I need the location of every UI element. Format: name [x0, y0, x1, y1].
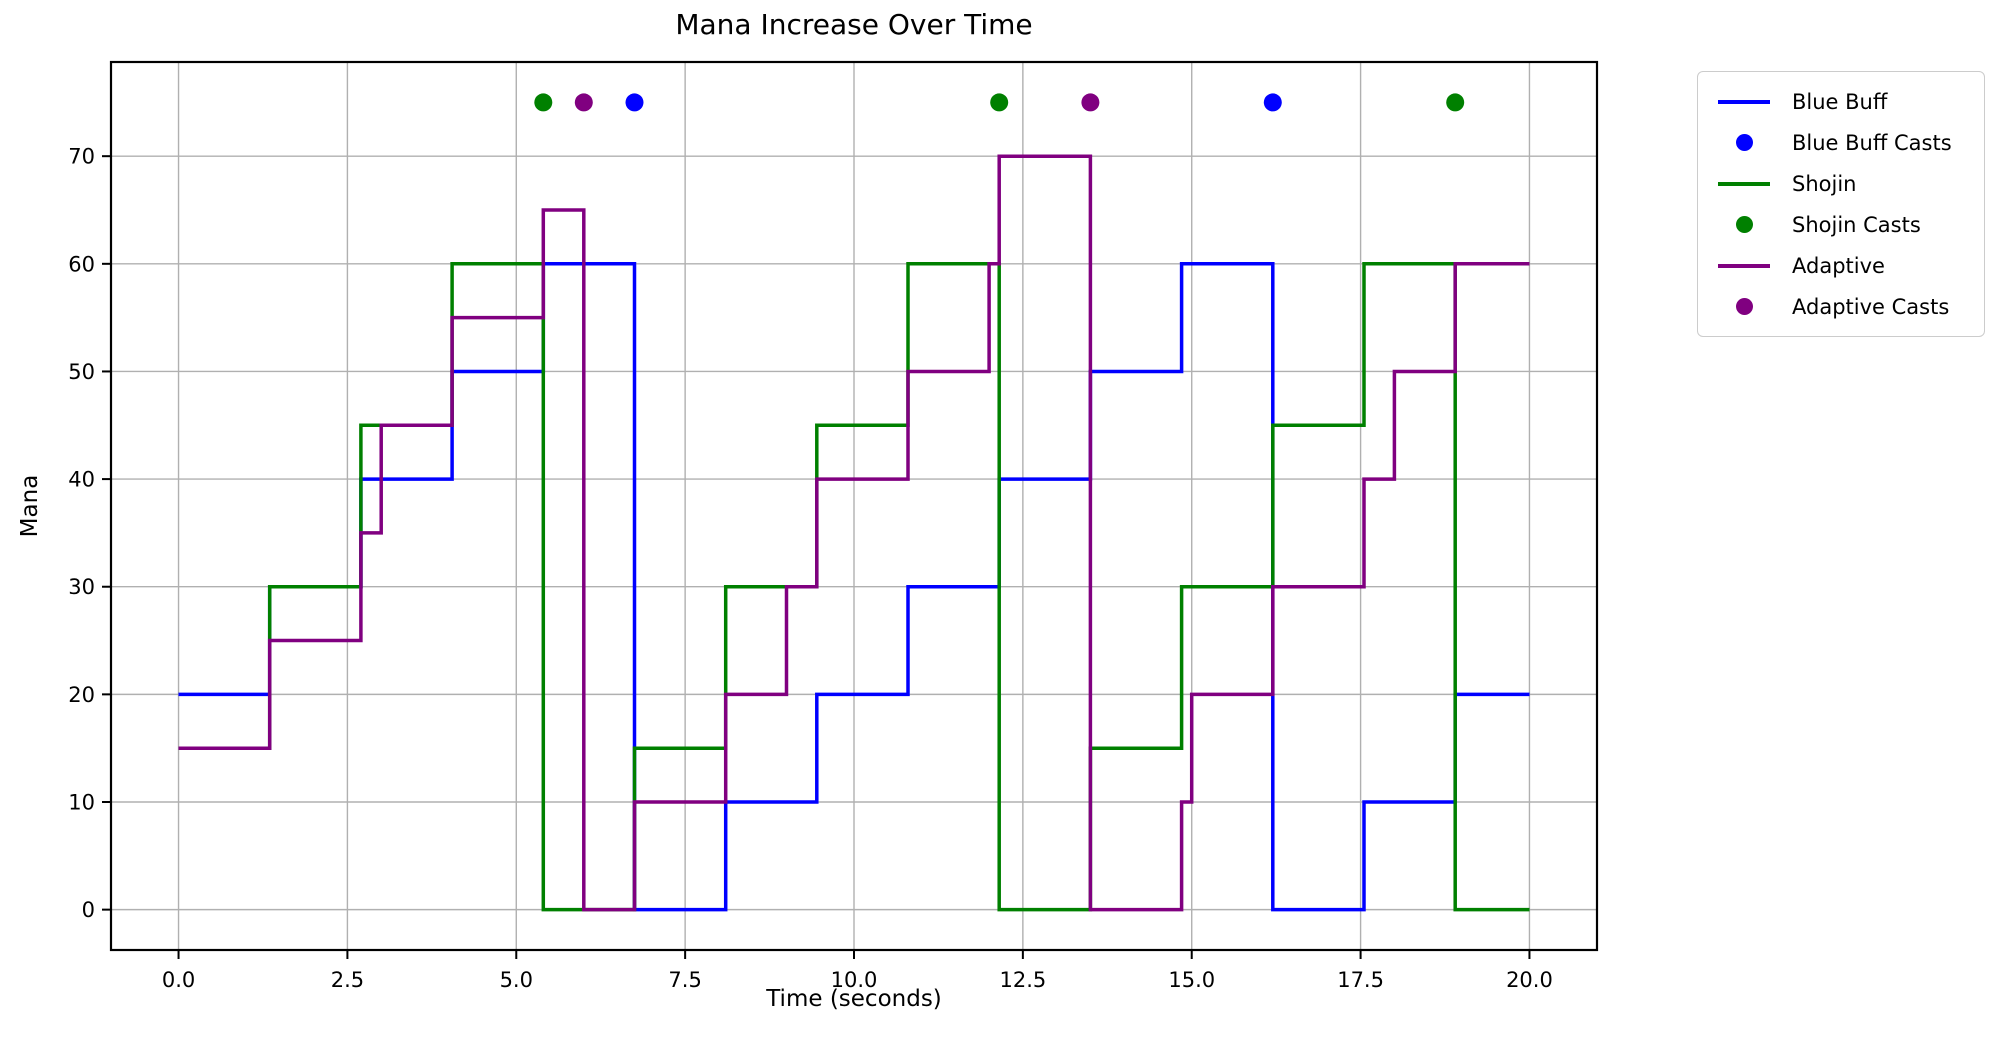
cast-marker-blue-buff-casts — [625, 93, 644, 112]
legend-entry: Shojin — [1698, 163, 1984, 204]
cast-marker-adaptive-casts — [574, 93, 593, 112]
series-line-adaptive — [178, 154, 1530, 912]
legend-dot-sample — [1735, 298, 1753, 315]
cast-marker-shojin-casts — [534, 93, 553, 112]
y-tick-label: 30 — [68, 575, 95, 599]
x-tick-label: 15.0 — [1168, 968, 1215, 992]
legend-line-sample — [1718, 99, 1770, 104]
chart-title: Mana Increase Over Time — [675, 8, 1033, 41]
legend-sample — [1712, 99, 1776, 104]
legend-entry: Adaptive — [1698, 245, 1984, 286]
x-tick-label: 5.0 — [500, 968, 533, 992]
legend-label: Shojin — [1792, 171, 1857, 196]
legend-entry: Blue Buff Casts — [1698, 122, 1984, 163]
legend: Blue Buff Blue Buff Casts Shojin Shojin Cas… — [1697, 71, 1985, 337]
legend-line-sample — [1718, 181, 1770, 186]
legend-entry: Shojin Casts — [1698, 204, 1984, 245]
legend-entry: Adaptive Casts — [1698, 286, 1984, 327]
legend-sample — [1712, 181, 1776, 186]
legend-label: Blue Buff — [1792, 89, 1888, 114]
legend-sample — [1712, 298, 1776, 315]
y-tick-label: 0 — [82, 898, 95, 922]
x-tick-label: 20.0 — [1506, 968, 1553, 992]
x-axis-label: Time (seconds) — [766, 986, 942, 1012]
x-tick-label: 12.5 — [999, 968, 1046, 992]
y-tick-label: 60 — [68, 252, 95, 276]
legend-dot-sample — [1735, 216, 1753, 233]
legend-label: Shojin Casts — [1792, 212, 1921, 237]
legend-sample — [1712, 134, 1776, 151]
cast-marker-blue-buff-casts — [1263, 93, 1282, 112]
x-tick-label: 0.0 — [162, 968, 195, 992]
cast-marker-adaptive-casts — [1081, 93, 1100, 112]
y-tick-label: 40 — [68, 468, 95, 492]
legend-line-sample — [1718, 263, 1770, 268]
legend-label: Blue Buff Casts — [1792, 130, 1952, 155]
legend-entry: Blue Buff — [1698, 81, 1984, 122]
y-axis-label: Mana — [17, 474, 43, 538]
legend-label: Adaptive — [1792, 253, 1885, 278]
y-tick-label: 50 — [68, 360, 95, 384]
cast-marker-shojin-casts — [1446, 93, 1465, 112]
series-line-blue-buff — [178, 262, 1530, 912]
x-tick-label: 17.5 — [1337, 968, 1384, 992]
x-tick-label: 10.0 — [831, 968, 878, 992]
y-tick-label: 10 — [68, 791, 95, 815]
legend-label: Adaptive Casts — [1792, 294, 1950, 319]
legend-dot-sample — [1735, 134, 1753, 151]
cast-marker-shojin-casts — [990, 93, 1009, 112]
y-tick-label: 70 — [68, 145, 95, 169]
y-tick-label: 20 — [68, 683, 95, 707]
legend-sample — [1712, 216, 1776, 233]
legend-sample — [1712, 263, 1776, 268]
x-tick-label: 7.5 — [668, 968, 701, 992]
x-tick-label: 2.5 — [331, 968, 364, 992]
